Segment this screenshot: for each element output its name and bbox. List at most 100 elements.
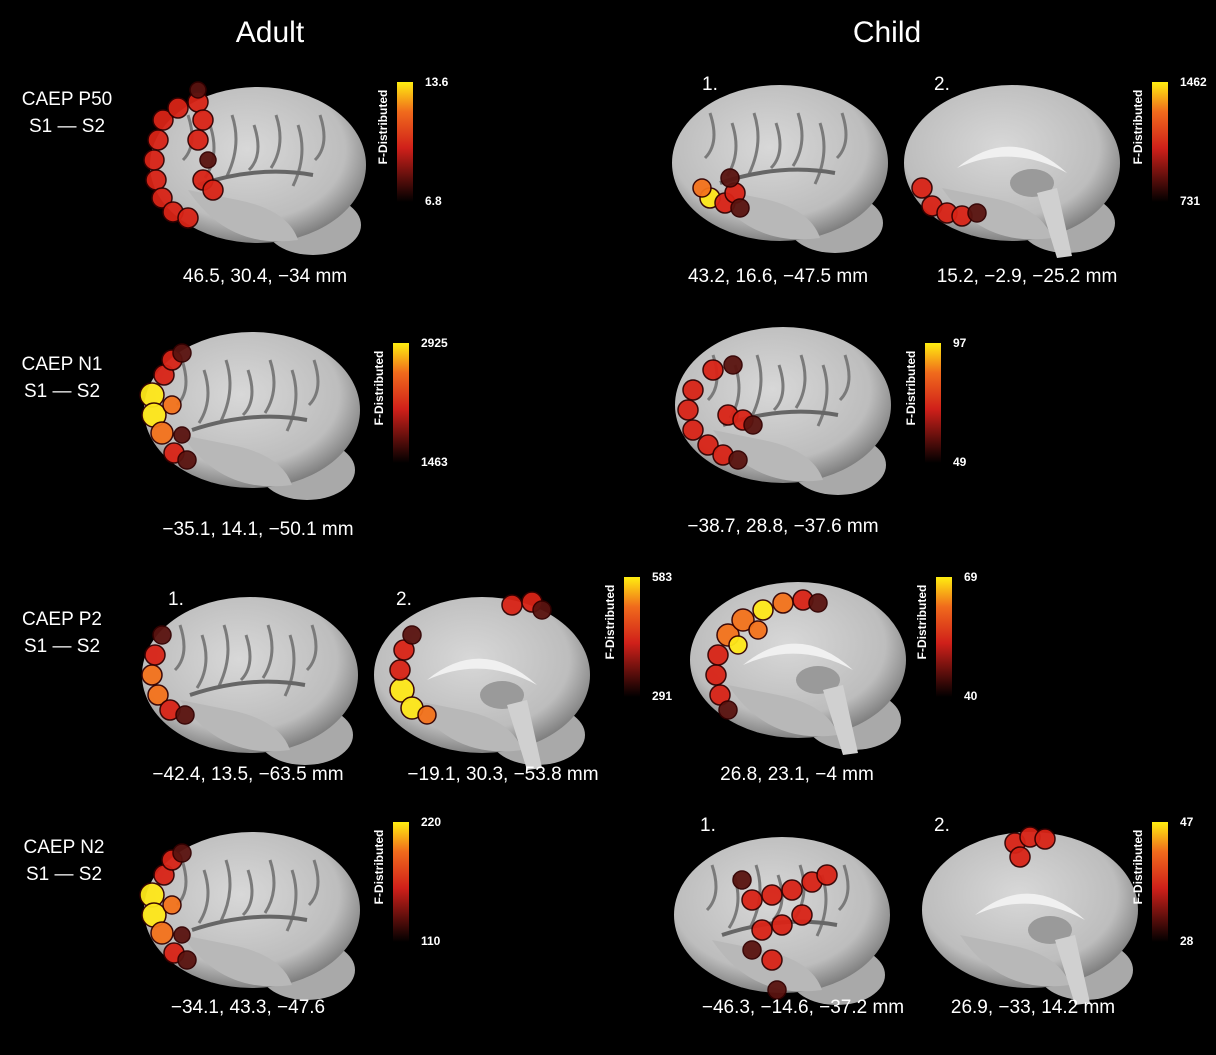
colorbar-min: 6.8 xyxy=(425,194,442,208)
colorbar-title: F-Distributed xyxy=(1131,90,1145,165)
activation xyxy=(911,177,933,199)
activation xyxy=(761,949,783,971)
colorbar-max: 69 xyxy=(964,570,978,584)
sulcus xyxy=(750,354,763,417)
panel-number: 2. xyxy=(934,74,950,95)
brain-image xyxy=(674,837,890,1005)
activation xyxy=(1009,846,1031,868)
sulcus xyxy=(217,624,230,687)
sulcus xyxy=(703,112,716,160)
activation xyxy=(707,644,729,666)
brain-image xyxy=(143,81,366,255)
activation xyxy=(177,450,197,470)
activation xyxy=(141,664,163,686)
coordinates: −38.7, 28.8, −37.6 mm xyxy=(687,516,878,537)
activation xyxy=(702,359,724,381)
activation xyxy=(145,169,167,191)
row-label: CAEP P50 xyxy=(22,89,112,110)
colorbar-max: 583 xyxy=(652,570,672,584)
activation xyxy=(389,659,411,681)
temporal-lobe xyxy=(180,700,290,752)
activation xyxy=(723,355,743,375)
sulcus xyxy=(247,124,260,172)
colorbar xyxy=(1152,82,1168,202)
activation xyxy=(177,950,197,970)
sulcus xyxy=(813,122,826,185)
row-label: S1 — S2 xyxy=(24,381,100,402)
temporal-lobe xyxy=(728,685,838,737)
sulcus xyxy=(816,364,829,427)
activation xyxy=(682,379,704,401)
row-label: S1 — S2 xyxy=(29,116,105,137)
sylvian-fissure xyxy=(191,914,308,932)
activation xyxy=(732,870,752,890)
colorbar-min: 28 xyxy=(1180,934,1194,948)
activation xyxy=(172,343,192,363)
colorbar-max: 2925 xyxy=(421,336,448,350)
activation xyxy=(162,395,182,415)
coordinates: 43.2, 16.6, −47.5 mm xyxy=(688,266,868,287)
temporal-lobe xyxy=(182,435,292,487)
temporal-lobe xyxy=(412,700,522,752)
activation xyxy=(162,895,182,915)
corpus-callosum xyxy=(427,658,537,685)
activation xyxy=(967,203,987,223)
colorbar-min: 110 xyxy=(421,934,441,948)
activation xyxy=(741,889,763,911)
sulcus xyxy=(261,624,274,679)
brain-image xyxy=(139,332,360,500)
activation xyxy=(697,434,719,456)
sulcus xyxy=(263,359,276,414)
panel-number: 2. xyxy=(396,589,412,610)
panel-number: 1. xyxy=(702,74,718,95)
colorbar xyxy=(393,822,409,942)
activation xyxy=(151,187,173,209)
brainstem xyxy=(507,700,542,770)
colorbar-title: F-Distributed xyxy=(376,90,390,165)
sylvian-fissure xyxy=(189,679,306,697)
thalamus xyxy=(796,666,840,694)
coordinates: −19.1, 30.3, −53.8 mm xyxy=(407,764,598,785)
sulcus xyxy=(241,369,254,417)
sulcus xyxy=(285,869,298,932)
sulcus xyxy=(772,364,785,412)
brain-image xyxy=(922,826,1138,1005)
sulcus xyxy=(307,359,320,407)
activation xyxy=(751,919,773,941)
brain-image xyxy=(904,85,1120,258)
colorbar-max: 47 xyxy=(1180,815,1194,829)
colorbar xyxy=(624,577,640,697)
activation xyxy=(743,415,763,435)
sulcus xyxy=(291,124,304,187)
brain-image xyxy=(672,85,888,253)
activation xyxy=(808,593,828,613)
brain-image xyxy=(675,327,891,495)
activation xyxy=(192,109,214,131)
activation xyxy=(1034,828,1056,850)
activation xyxy=(682,419,704,441)
activation xyxy=(720,168,740,188)
activation xyxy=(772,592,794,614)
temporal-lobe xyxy=(960,935,1070,987)
colorbar-min: 1463 xyxy=(421,455,448,469)
activation xyxy=(761,884,783,906)
activation xyxy=(187,129,209,151)
activation xyxy=(147,684,169,706)
temporal-lobe xyxy=(182,935,292,987)
colorbar-title: F-Distributed xyxy=(915,585,929,660)
colorbar-max: 97 xyxy=(953,336,967,350)
sulcus xyxy=(173,624,186,672)
row-label: S1 — S2 xyxy=(26,864,102,885)
sylvian-fissure xyxy=(191,414,308,432)
sulcus xyxy=(195,634,208,689)
colorbar-min: 40 xyxy=(964,689,978,703)
thalamus xyxy=(480,681,524,709)
sulcus xyxy=(285,369,298,432)
colorbar-min: 49 xyxy=(953,455,967,469)
sulcus xyxy=(239,634,252,682)
column-header: Child xyxy=(853,16,921,49)
colorbar-min: 731 xyxy=(1180,194,1200,208)
sulcus xyxy=(283,634,296,697)
sulcus xyxy=(219,359,232,422)
activation xyxy=(728,635,748,655)
